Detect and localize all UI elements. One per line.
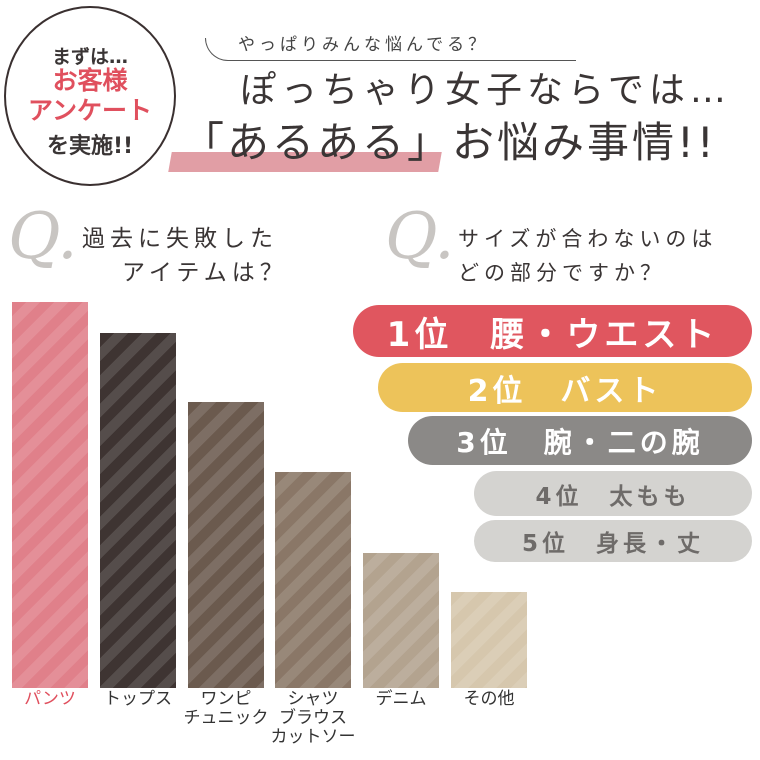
question-line: サイズが合わないのは bbox=[458, 227, 718, 251]
badge-line: アンケート bbox=[27, 96, 152, 125]
rank-5: 5位 身長・丈 bbox=[474, 520, 752, 562]
rank-1: 1位 腰・ウエスト bbox=[353, 305, 752, 357]
question-line: 過去に失敗した bbox=[82, 226, 278, 252]
q-mark: Q. bbox=[385, 200, 455, 274]
title-line-1: ぽっちゃり女子ならでは… bbox=[240, 70, 731, 111]
bar-2 bbox=[188, 402, 264, 688]
rank-4: 4位 太もも bbox=[474, 471, 752, 516]
bar-5 bbox=[451, 591, 527, 688]
bar-label-line: デニム bbox=[375, 689, 427, 709]
bar-label: その他 bbox=[445, 690, 533, 709]
question-1: 過去に失敗したアイテムは？ bbox=[82, 222, 288, 290]
bar-label: デニム bbox=[357, 690, 445, 709]
bar-label: シャツ ブラウス カットソー bbox=[269, 690, 357, 747]
bar-label-line: ブラウス bbox=[279, 708, 347, 728]
badge-line: まずは… bbox=[51, 46, 128, 68]
bar-label-line: ワンピ bbox=[200, 689, 252, 709]
question-line: アイテムは？ bbox=[122, 260, 288, 286]
bar-label-line: カットソー bbox=[270, 727, 356, 747]
bar-label-line: シャツ bbox=[287, 689, 339, 709]
title-line-2: 「あるある」お悩み事情!! bbox=[182, 118, 717, 167]
bar-label-line: チュニック bbox=[183, 708, 269, 728]
badge-line: を実施!! bbox=[46, 134, 134, 159]
bar-label: トップス bbox=[94, 690, 182, 709]
rank-2: 2位 バスト bbox=[378, 363, 752, 412]
bar-label-line: その他 bbox=[463, 689, 515, 709]
bar-label: パンツ bbox=[6, 690, 94, 709]
rank-3: 3位 腕・二の腕 bbox=[408, 416, 752, 465]
survey-badge: まずは… お客様 アンケート を実施!! bbox=[4, 6, 176, 186]
bar-label: ワンピ チュニック bbox=[182, 690, 270, 728]
question-2: サイズが合わないのは どの部分ですか？ bbox=[458, 222, 717, 290]
badge-highlight: お客様 アンケート bbox=[6, 66, 174, 126]
bar-0 bbox=[12, 302, 88, 688]
bar-1 bbox=[100, 332, 176, 688]
bar-label-line: パンツ bbox=[24, 689, 76, 709]
badge-line: お客様 bbox=[52, 66, 128, 95]
bar-4 bbox=[363, 552, 439, 688]
q-mark: Q. bbox=[8, 200, 78, 274]
subtitle: やっぱりみんな悩んでる？ bbox=[238, 35, 490, 55]
bar-3 bbox=[275, 471, 351, 688]
question-line: どの部分ですか？ bbox=[458, 261, 666, 285]
bar-label-line: トップス bbox=[104, 689, 172, 709]
